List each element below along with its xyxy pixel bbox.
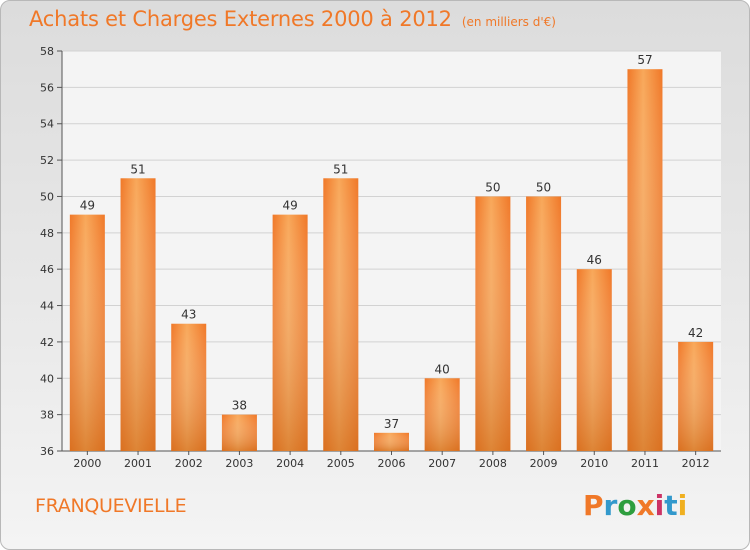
bar-shade — [424, 378, 460, 451]
logo-letter: P — [583, 489, 604, 522]
bar-shade — [627, 69, 663, 451]
bar-value-label: 46 — [587, 253, 602, 267]
y-tick-label: 42 — [40, 336, 54, 349]
y-tick-label: 58 — [40, 45, 54, 58]
bar-shade — [323, 178, 359, 452]
bar-shade — [374, 432, 409, 451]
x-tick-label: 2008 — [479, 457, 507, 470]
y-tick-label: 56 — [40, 81, 54, 94]
bar-value-label: 49 — [80, 199, 95, 213]
x-tick-label: 2011 — [631, 457, 659, 470]
bar-value-label: 43 — [181, 308, 196, 322]
x-tick-label: 2009 — [530, 457, 558, 470]
bar-shade — [576, 269, 612, 451]
y-tick-label: 40 — [40, 372, 54, 385]
x-tick-label: 2012 — [682, 457, 710, 470]
logo-letter: t — [664, 489, 678, 522]
x-tick-label: 2000 — [73, 457, 101, 470]
bar-shade — [678, 341, 714, 451]
logo-letter: r — [603, 489, 618, 522]
logo-letter: x — [636, 489, 655, 522]
bar-shade — [120, 178, 156, 452]
x-tick-label: 2005 — [327, 457, 355, 470]
x-tick-label: 2004 — [276, 457, 304, 470]
title-row: Achats et Charges Externes 2000 à 2012 (e… — [29, 7, 556, 31]
y-tick-label: 46 — [40, 263, 54, 276]
logo-letter: i — [654, 489, 665, 522]
bar-shade — [221, 414, 257, 451]
y-tick-label: 38 — [40, 409, 54, 422]
chart-title: Achats et Charges Externes 2000 à 2012 — [29, 7, 452, 31]
bar-value-label: 50 — [536, 180, 551, 194]
town-name: FRANQUEVIELLE — [35, 495, 187, 517]
bar-value-label: 49 — [282, 199, 297, 213]
bar-value-label: 42 — [688, 326, 703, 340]
proxiti-logo: Proxiti — [583, 489, 687, 522]
y-tick-label: 44 — [40, 300, 54, 313]
logo-letter: o — [617, 489, 637, 522]
bar-shade — [171, 323, 207, 451]
bar-value-label: 50 — [485, 180, 500, 194]
chart-subtitle: (en milliers d'€) — [461, 15, 556, 29]
bar-value-label: 57 — [637, 53, 652, 67]
bar-value-label: 37 — [384, 417, 399, 431]
y-tick-label: 52 — [40, 154, 54, 167]
bar-value-label: 40 — [435, 362, 450, 376]
y-tick-label: 36 — [40, 445, 54, 458]
y-tick-label: 48 — [40, 227, 54, 240]
x-tick-label: 2001 — [124, 457, 152, 470]
bar-shade — [69, 214, 105, 451]
x-tick-label: 2007 — [428, 457, 456, 470]
x-tick-label: 2010 — [580, 457, 608, 470]
y-tick-label: 50 — [40, 190, 54, 203]
x-tick-label: 2002 — [175, 457, 203, 470]
bar-value-label: 51 — [130, 162, 145, 176]
bar-shade — [526, 196, 562, 451]
plot-area — [62, 51, 721, 451]
bar-shade — [475, 196, 511, 451]
bar-value-label: 51 — [333, 162, 348, 176]
x-tick-label: 2006 — [378, 457, 406, 470]
bar-value-label: 38 — [232, 399, 247, 413]
x-tick-label: 2003 — [225, 457, 253, 470]
bar-shade — [272, 214, 308, 451]
logo-letter: i — [677, 489, 688, 522]
y-tick-label: 54 — [40, 118, 54, 131]
